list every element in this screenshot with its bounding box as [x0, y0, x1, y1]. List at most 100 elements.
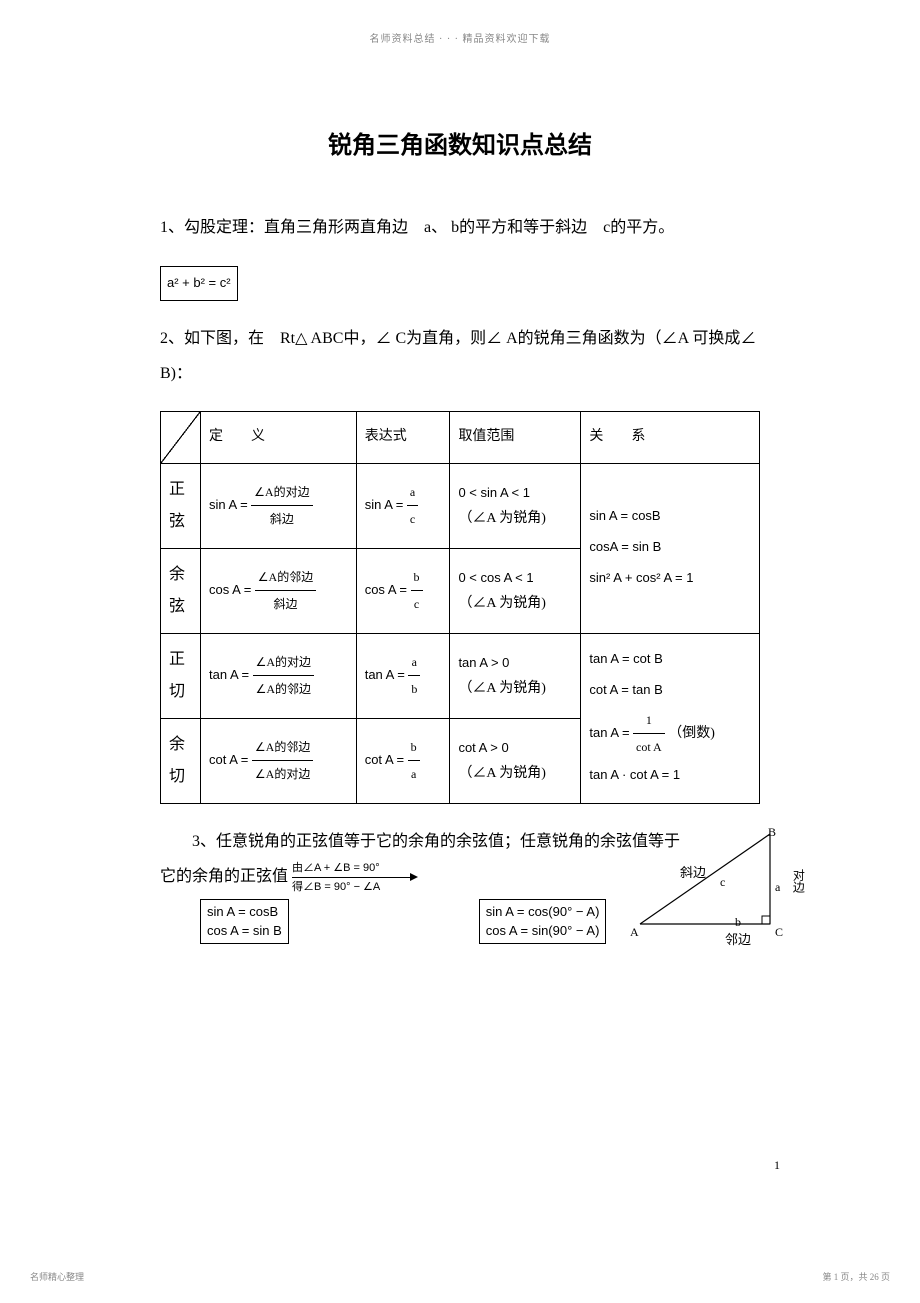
frac-num: ∠A的邻边	[255, 564, 316, 591]
frac-num: 1	[633, 707, 665, 734]
identity-box-1: sin A = cosB cos A = sin B	[200, 899, 289, 943]
table-row: 正切 tan A = ∠A的对边 ∠A的邻边 tan A = a b tan A…	[161, 633, 760, 718]
tri-label-a: a	[775, 874, 780, 900]
tri-label-B: B	[768, 819, 776, 845]
paragraph-2: 2、如下图，在 Rt△ ABC中，∠ C为直角，则∠ A的锐角三角函数为（∠A …	[160, 321, 760, 391]
footer-right: 第 1 页，共 26 页	[822, 1270, 890, 1283]
formula-box: a² + b² = c²	[160, 266, 238, 301]
header-text: 名师资料总结 · · · 精品资料欢迎下载	[0, 0, 920, 45]
def-cell: tan A = ∠A的对边 ∠A的邻边	[201, 633, 357, 718]
header-expr: 表达式	[356, 412, 450, 464]
range-top: 0 < sin A < 1	[458, 485, 530, 500]
expr-frac: a c	[407, 479, 418, 533]
def-left: cot A =	[209, 752, 248, 767]
frac-num: b	[408, 734, 420, 761]
rel-line: tan A · cot A = 1	[589, 767, 680, 782]
trig-table: 定 义 表达式 取值范围 关 系 正弦 sin A = ∠A的对边 斜边 sin…	[160, 411, 760, 804]
frac-num: ∠A的对边	[253, 649, 314, 676]
range-top: 0 < cos A < 1	[458, 570, 533, 585]
table-row: 正弦 sin A = ∠A的对边 斜边 sin A = a c 0 < sin …	[161, 463, 760, 548]
paragraph-1: 1、勾股定理：直角三角形两直角边 a、 b的平方和等于斜边 c的平方。	[160, 210, 760, 245]
frac-den: ∠A的邻边	[253, 676, 314, 702]
rel-cell-2: tan A = cot B cot A = tan B tan A = 1 co…	[581, 633, 760, 803]
header-range: 取值范围	[450, 412, 581, 464]
range-bot: （∠A 为锐角)	[458, 766, 546, 781]
frac-den: cot A	[633, 734, 665, 760]
def-cell: cot A = ∠A的邻边 ∠A的对边	[201, 718, 357, 803]
tri-label-opp: 对边	[785, 869, 811, 893]
range-cell: 0 < sin A < 1 （∠A 为锐角)	[450, 463, 581, 548]
content-area: 1、勾股定理：直角三角形两直角边 a、 b的平方和等于斜边 c的平方。 a² +…	[0, 210, 920, 948]
formula-pythagoras: a² + b² = c²	[160, 265, 760, 301]
frac-den: ∠A的对边	[252, 761, 313, 787]
row-name-cot: 余切	[161, 718, 201, 803]
frac-den: c	[407, 506, 418, 532]
footer-left: 名师精心整理	[30, 1270, 84, 1283]
frac-den: a	[408, 761, 420, 787]
expr-left: cos A =	[365, 582, 407, 597]
boxes-row: sin A = cosB cos A = sin B sin A = cos(9…	[160, 899, 760, 947]
rel-line-left: tan A =	[589, 725, 629, 740]
row-name-sin: 正弦	[161, 463, 201, 548]
frac-den: 斜边	[255, 591, 316, 617]
page-title: 锐角三角函数知识点总结	[0, 125, 920, 160]
def-cell: cos A = ∠A的邻边 斜边	[201, 548, 357, 633]
range-cell: cot A > 0 （∠A 为锐角)	[450, 718, 581, 803]
page-number: 1	[774, 1158, 780, 1173]
tri-label-hyp: 斜边	[680, 859, 706, 888]
rel-cell-1: sin A = cosB cosA = sin B sin² A + cos² …	[581, 463, 760, 633]
rel-line: sin² A + cos² A = 1	[589, 570, 693, 585]
frac-num: a	[408, 649, 420, 676]
arrow-annotation: 由∠A + ∠B = 90° 得∠B = 90° − ∠A	[292, 861, 412, 895]
def-cell: sin A = ∠A的对边 斜边	[201, 463, 357, 548]
frac-num: ∠A的对边	[251, 479, 312, 506]
row-name-cos: 余弦	[161, 548, 201, 633]
box-line: sin A = cos(90° − A)	[486, 904, 600, 919]
rel-line-right: （倒数)	[668, 726, 715, 741]
range-top: cot A > 0	[458, 740, 508, 755]
frac-num: b	[411, 564, 423, 591]
frac-num: a	[407, 479, 418, 506]
range-bot: （∠A 为锐角)	[458, 681, 546, 696]
arrow-line-icon	[292, 877, 412, 878]
expr-frac: a b	[408, 649, 420, 703]
frac-den: b	[408, 676, 420, 702]
paragraph-3b: 它的余角的正弦值	[160, 868, 288, 885]
expr-cell: cot A = b a	[356, 718, 450, 803]
def-frac: ∠A的邻边 斜边	[255, 564, 316, 618]
expr-frac: b a	[408, 734, 420, 788]
rel-frac: 1 cot A	[633, 707, 665, 761]
def-frac: ∠A的对边 斜边	[251, 479, 312, 533]
expr-cell: sin A = a c	[356, 463, 450, 548]
range-top: tan A > 0	[458, 655, 509, 670]
rel-line: cosA = sin B	[589, 539, 661, 554]
rel-line: cot A = tan B	[589, 682, 662, 697]
header-rel: 关 系	[581, 412, 760, 464]
range-bot: （∠A 为锐角)	[458, 596, 546, 611]
def-frac: ∠A的对边 ∠A的邻边	[253, 649, 314, 703]
frac-den: c	[411, 591, 423, 617]
frac-den: 斜边	[251, 506, 312, 532]
frac-num: ∠A的邻边	[252, 734, 313, 761]
def-left: sin A =	[209, 497, 248, 512]
section-3: 3、任意锐角的正弦值等于它的余角的余弦值；任意锐角的余弦值等于 它的余角的正弦值…	[160, 824, 760, 948]
box-line: cos A = sin(90° − A)	[486, 923, 600, 938]
arrow-bot-text: 得∠B = 90° − ∠A	[292, 881, 380, 893]
box-line: sin A = cosB	[207, 904, 278, 919]
def-frac: ∠A的邻边 ∠A的对边	[252, 734, 313, 788]
box-line: cos A = sin B	[207, 923, 282, 938]
expr-left: cot A =	[365, 752, 404, 767]
expr-left: tan A =	[365, 667, 405, 682]
tri-label-c: c	[720, 869, 725, 895]
row-name-tan: 正切	[161, 633, 201, 718]
identity-box-2: sin A = cos(90° − A) cos A = sin(90° − A…	[479, 899, 607, 943]
arrow-top-text: 由∠A + ∠B = 90°	[292, 862, 380, 874]
expr-cell: cos A = b c	[356, 548, 450, 633]
diag-header	[161, 412, 201, 464]
expr-left: sin A =	[365, 497, 404, 512]
range-cell: 0 < cos A < 1 （∠A 为锐角)	[450, 548, 581, 633]
tri-label-C: C	[775, 919, 783, 945]
header-def: 定 义	[201, 412, 357, 464]
range-bot: （∠A 为锐角)	[458, 511, 546, 526]
expr-cell: tan A = a b	[356, 633, 450, 718]
